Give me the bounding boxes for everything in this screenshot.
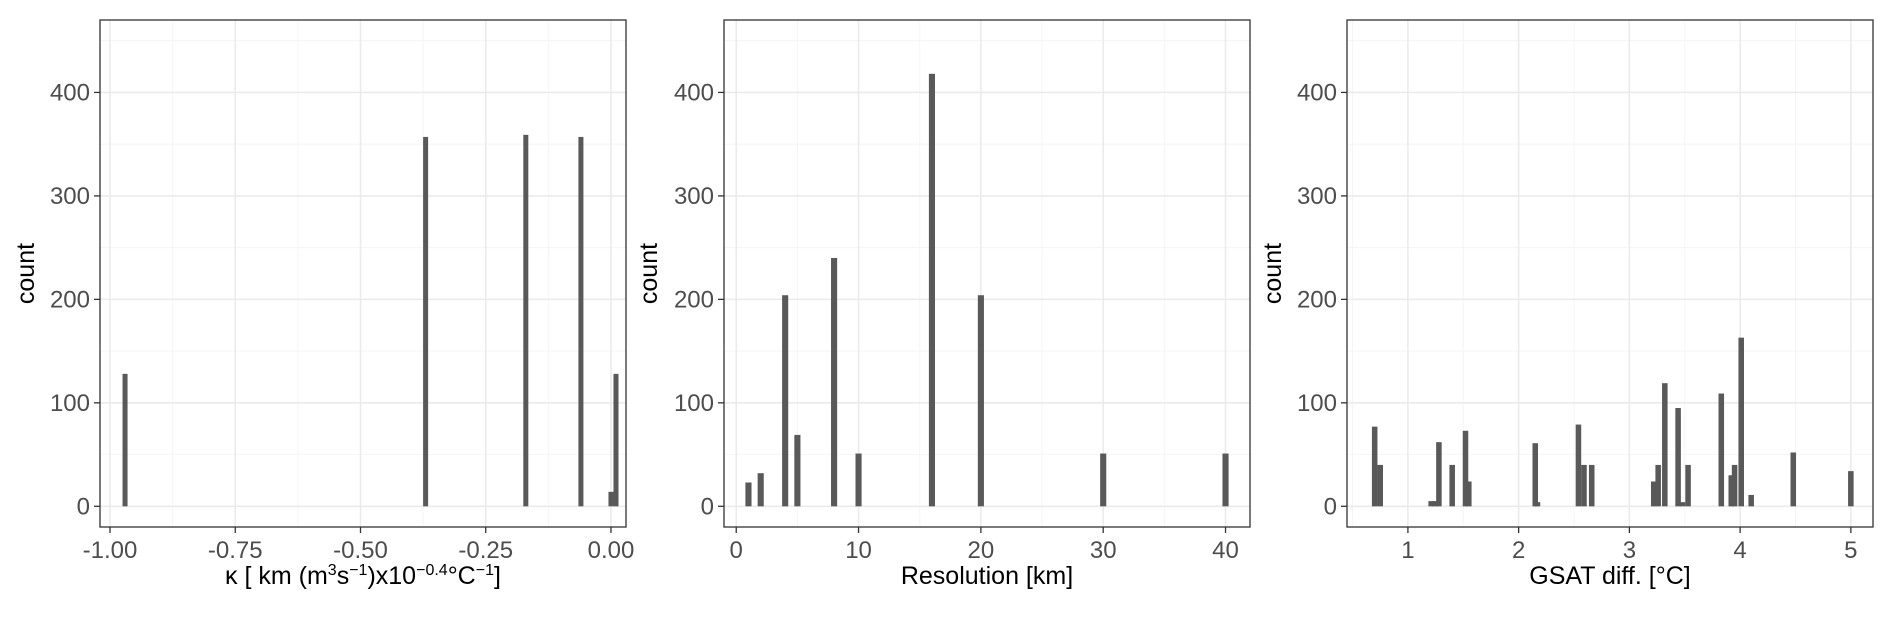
histogram-bar [782, 295, 789, 507]
histogram-bar [745, 482, 752, 507]
histogram-bar [1431, 501, 1438, 507]
histogram-bar [1662, 383, 1668, 507]
y-axis-label: count [635, 243, 663, 304]
y-tick-label: 400 [674, 79, 714, 106]
x-axis-label-part: κ [ km (m [225, 562, 328, 590]
y-tick-label: 300 [674, 183, 714, 210]
histogram-bar [1428, 501, 1434, 507]
histogram-bar [977, 295, 984, 507]
panel-3: 0 100 200 300 400 1 2 3 4 5 count GSAT diff. [°C] [1259, 19, 1874, 590]
y-tick-label: 100 [1297, 390, 1337, 417]
x-tick-label: -1.00 [83, 537, 138, 564]
x-tick-label: 10 [845, 537, 872, 564]
x-axis-label-superscript: 3 [328, 562, 337, 579]
x-axis-label-superscript: −1 [476, 562, 494, 579]
x-tick-label: 2 [1512, 537, 1525, 564]
panel-1: 0 100 200 300 400 -1.00 -0.75 -0.50 -0.25 0.00 cou… [12, 19, 635, 590]
panel-border [1346, 19, 1874, 528]
histogram-bar [1748, 494, 1754, 507]
x-axis-label-part: °C [448, 562, 476, 590]
y-tick-label: 200 [674, 286, 714, 313]
y-tick-label: 100 [50, 390, 90, 417]
x-axis-label: κ [ km (m3s−1)x10−0.4°C−1] [225, 562, 501, 590]
histogram-bar [1738, 337, 1744, 507]
histogram-bar [855, 453, 862, 507]
histogram-bar [831, 257, 838, 507]
x-tick-label: 0.00 [588, 537, 635, 564]
histogram-bar [1222, 453, 1229, 507]
histogram-bar [1100, 453, 1107, 507]
y-tick-label: 0 [701, 493, 714, 520]
histogram-bar [1371, 426, 1378, 507]
histogram-bar [1650, 481, 1657, 507]
x-tick-label: 20 [968, 537, 995, 564]
x-tick-label: -0.50 [333, 537, 388, 564]
x-tick-label: -0.75 [208, 537, 263, 564]
histogram-bar [613, 373, 619, 507]
histogram-bar [1848, 471, 1854, 507]
x-tick-label: -0.25 [458, 537, 513, 564]
y-tick-label: 300 [1297, 183, 1337, 210]
y-axis-label: count [1259, 243, 1287, 304]
histogram-bar [1731, 464, 1738, 507]
x-axis-label-part: )x10 [367, 562, 416, 590]
x-axis-label-superscript: −0.4 [416, 562, 448, 579]
y-tick-label: 0 [1324, 493, 1337, 520]
panel-background [724, 20, 1250, 527]
histogram-bar [1728, 475, 1735, 507]
histogram-bar [1377, 464, 1383, 507]
histogram-bar [1675, 408, 1681, 507]
y-tick-label: 100 [674, 390, 714, 417]
x-tick-label: 30 [1090, 537, 1117, 564]
histogram-bar [1466, 481, 1472, 507]
histogram-bar [1718, 393, 1725, 507]
x-tick-label: 3 [1623, 537, 1636, 564]
histogram-bar [794, 434, 801, 507]
histogram-bar [578, 136, 584, 507]
x-axis-label-superscript: −1 [349, 562, 367, 579]
histogram-bar [122, 373, 128, 507]
histogram-bar [1790, 452, 1797, 507]
y-tick-label: 400 [50, 79, 90, 106]
histogram-bar [1532, 443, 1539, 507]
x-tick-label: 1 [1401, 537, 1414, 564]
histogram-bar [1449, 464, 1455, 507]
y-tick-label: 400 [1297, 79, 1337, 106]
x-axis-label-part: s [337, 562, 350, 590]
panel-background [1347, 20, 1873, 527]
histogram-bar [757, 473, 764, 507]
histogram-bar [1588, 464, 1595, 507]
histogram-bar [1581, 464, 1587, 507]
histogram-bar [928, 73, 936, 507]
x-tick-label: 5 [1844, 537, 1857, 564]
histogram-bar [1462, 430, 1469, 507]
x-axis-label: GSAT diff. [°C] [1529, 562, 1690, 590]
histogram-bar [608, 491, 614, 507]
x-tick-label: 40 [1212, 537, 1239, 564]
x-axis-label-part: ] [494, 562, 501, 590]
histogram-bar [1655, 464, 1661, 507]
y-tick-label: 200 [1297, 286, 1337, 313]
y-axis-label: count [12, 243, 40, 304]
histogram-bar [523, 134, 529, 507]
y-tick-label: 300 [50, 183, 90, 210]
panel-border [723, 19, 1251, 528]
panel-2: 0 100 200 300 400 0 10 20 30 40 count Resolution [k… [635, 19, 1251, 590]
y-tick-label: 0 [77, 493, 90, 520]
histogram-bar [1575, 424, 1582, 507]
histogram-bar [1679, 502, 1686, 507]
histogram-bar [423, 136, 429, 507]
x-tick-label: 4 [1733, 537, 1746, 564]
panel-border [99, 19, 627, 528]
x-axis-label: Resolution [km] [901, 562, 1073, 590]
histogram-bar [1685, 464, 1691, 507]
histogram-bar [1436, 442, 1442, 507]
panel-background [100, 20, 626, 527]
histogram-bar [1534, 502, 1541, 507]
y-tick-label: 200 [50, 286, 90, 313]
x-tick-label: 0 [730, 537, 743, 564]
